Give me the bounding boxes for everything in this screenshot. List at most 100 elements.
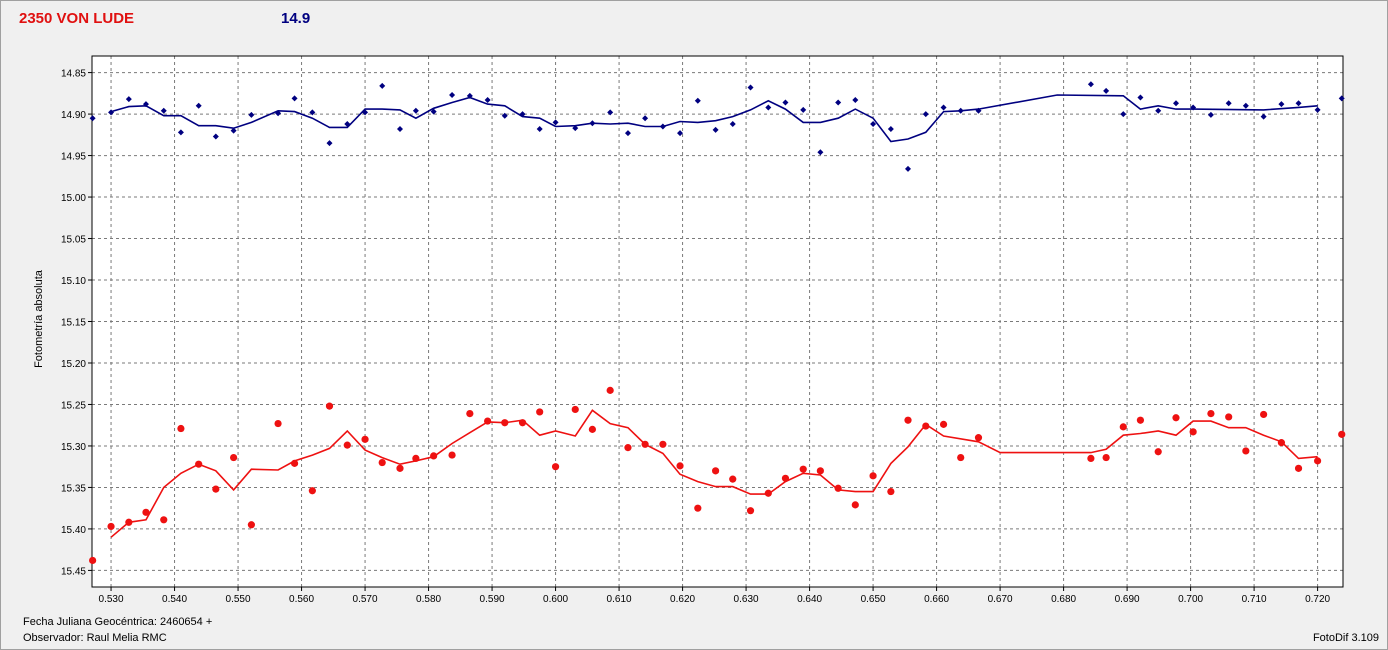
series-0-point — [729, 121, 736, 128]
x-tick-label: 0.620 — [670, 594, 695, 605]
software-version: FotoDif 3.109 — [1312, 632, 1379, 644]
series-0-point — [624, 130, 631, 137]
series-1-point — [247, 521, 255, 529]
y-tick-label: 15.35 — [61, 483, 86, 494]
x-tick-label: 0.630 — [734, 594, 759, 605]
series-0-point — [1190, 104, 1197, 111]
y-tick-label: 14.90 — [61, 110, 86, 121]
x-tick-label: 0.570 — [353, 594, 378, 605]
series-1-point — [694, 504, 702, 512]
x-tick-label: 0.600 — [543, 594, 568, 605]
series-0-point — [572, 125, 579, 132]
y-tick-label: 15.45 — [61, 566, 86, 577]
series-1-point — [939, 420, 948, 428]
series-1-point — [764, 489, 772, 497]
series-0-point — [782, 99, 789, 106]
x-tick-label: 0.590 — [480, 594, 505, 605]
series-0-point — [552, 119, 559, 126]
series-0-point — [275, 110, 282, 117]
series-1-point — [1207, 409, 1215, 418]
series-0-point — [694, 97, 701, 104]
magnitude-value: 14.9 — [281, 10, 311, 27]
x-tick-label: 0.560 — [289, 594, 314, 605]
series-1-point — [1189, 428, 1197, 436]
series-1-point — [1242, 447, 1250, 455]
series-1-point — [851, 501, 859, 509]
series-1-point — [711, 467, 720, 475]
series-0-point — [940, 104, 947, 111]
observer-label: Observador: Raul Melia RMC — [23, 632, 167, 644]
series-0-point — [1314, 106, 1321, 113]
series-0-point — [309, 109, 316, 116]
series-0-point — [501, 112, 508, 119]
series-0-point — [412, 107, 419, 114]
series-0-point — [177, 129, 184, 136]
series-0-point — [1207, 111, 1214, 118]
series-0-point — [677, 130, 684, 137]
series-1-point — [501, 419, 509, 427]
series-1-point — [518, 419, 527, 427]
y-tick-label: 15.25 — [61, 400, 86, 411]
series-0-point — [1278, 101, 1285, 108]
series-1-point — [230, 453, 238, 462]
series-0-point — [1087, 81, 1094, 88]
series-1-point — [1260, 410, 1268, 419]
x-tick-label: 0.610 — [607, 594, 632, 605]
series-1-point — [448, 451, 456, 459]
series-0-point — [712, 126, 719, 133]
x-tick-label: 0.690 — [1115, 594, 1140, 605]
series-0-point — [887, 126, 894, 133]
series-1-point — [624, 444, 632, 452]
series-0-point — [1120, 111, 1127, 118]
y-tick-label: 15.15 — [61, 318, 86, 329]
series-0-point — [536, 126, 543, 133]
series-0-point — [362, 109, 369, 116]
x-tick-label: 0.550 — [226, 594, 251, 605]
series-1-point — [343, 441, 351, 449]
series-1-point — [676, 462, 684, 470]
series-0-point — [589, 120, 596, 127]
series-1-point — [142, 508, 150, 516]
series-0-point — [195, 102, 202, 109]
series-1-point — [1136, 416, 1145, 424]
series-0-point — [852, 96, 859, 103]
series-1-point — [160, 516, 168, 524]
series-1-point — [1294, 464, 1303, 472]
series-0-point — [835, 99, 842, 106]
series-1-point — [412, 454, 420, 462]
series-0-trend-line — [110, 94, 1318, 143]
series-0-point — [230, 127, 237, 134]
series-0-point — [326, 140, 333, 147]
x-tick-label: 0.680 — [1051, 594, 1076, 605]
series-0-point — [449, 91, 456, 98]
series-1-point — [1225, 413, 1233, 421]
series-0-point — [160, 107, 167, 114]
series-0-point — [642, 115, 649, 122]
series-1-point — [484, 417, 492, 425]
x-tick-label: 0.640 — [797, 594, 822, 605]
series-1-point — [430, 452, 438, 460]
series-0-point — [108, 109, 115, 116]
series-0-point — [922, 111, 929, 118]
x-tick-label: 0.700 — [1178, 594, 1203, 605]
series-0-point — [89, 115, 96, 122]
series-0-point — [1172, 100, 1179, 107]
x-tick-label: 0.580 — [416, 594, 441, 605]
series-1-point — [325, 402, 334, 410]
series-1-point — [378, 458, 386, 467]
series-0-point — [519, 111, 526, 118]
series-0-point — [430, 108, 437, 115]
series-0-point — [817, 149, 824, 156]
y-tick-label: 15.20 — [61, 359, 86, 370]
series-0-point — [1137, 94, 1144, 101]
series-1-trend-line — [110, 409, 1318, 538]
series-1-point — [466, 409, 474, 418]
series-1-point — [974, 434, 983, 442]
series-1-point — [89, 556, 97, 565]
series-0-point — [870, 121, 877, 128]
y-tick-label: 15.05 — [61, 235, 86, 246]
series-0-point — [1103, 87, 1110, 94]
x-tick-label: 0.530 — [99, 594, 124, 605]
y-tick-label: 15.10 — [61, 276, 86, 287]
